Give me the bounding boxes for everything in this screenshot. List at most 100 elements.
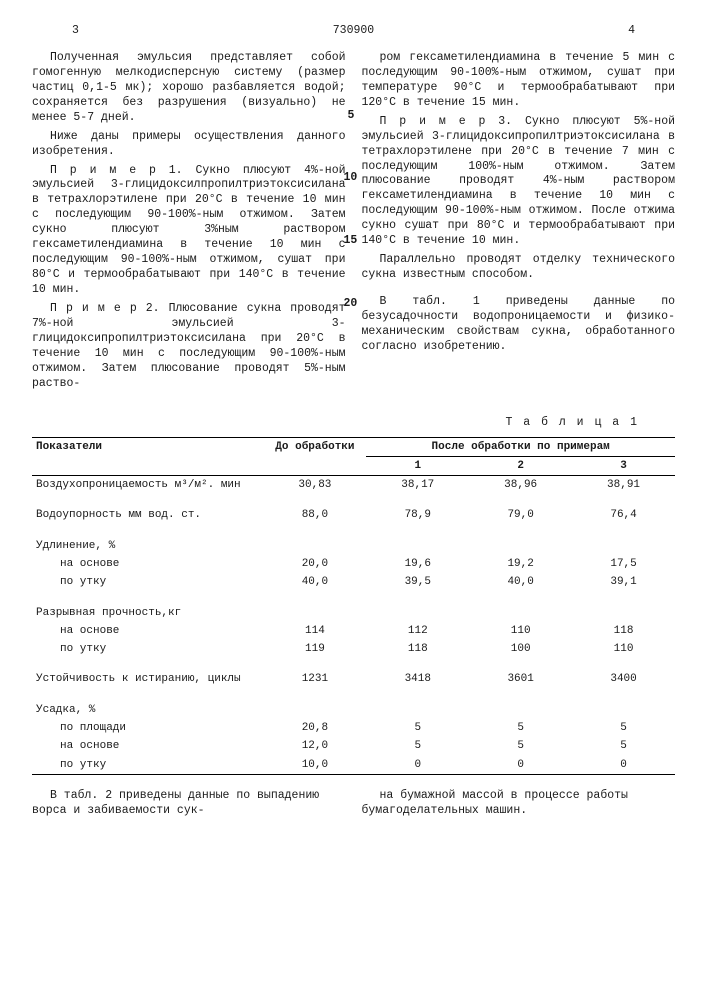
text-columns: Полученная эмульсия представляет собой г… xyxy=(32,51,675,396)
table-row: на основе20,019,619,217,5 xyxy=(32,555,675,573)
cell: 40,0 xyxy=(263,573,366,591)
cell: 5 xyxy=(572,719,675,737)
table-row: по утку10,0000 xyxy=(32,756,675,775)
right-column: 5 10 15 20 ром гексаметилендиамина в теч… xyxy=(362,51,676,396)
line-marker: 20 xyxy=(344,297,358,312)
cell: 3418 xyxy=(366,670,469,688)
cell: 12,0 xyxy=(263,737,366,755)
para: В табл. 2 приведены данные по выпадению … xyxy=(32,789,346,819)
table-row: Водоупорность мм вод. ст.88,078,979,076,… xyxy=(32,506,675,524)
cell: 19,2 xyxy=(469,555,572,573)
page-left-num: 3 xyxy=(72,24,79,39)
cell: 38,91 xyxy=(572,476,675,494)
cell: 5 xyxy=(366,719,469,737)
table-row: по площади20,8555 xyxy=(32,719,675,737)
table-row: Усадка, % xyxy=(32,701,675,719)
table-row: по утку40,039,540,039,1 xyxy=(32,573,675,591)
cell: 3400 xyxy=(572,670,675,688)
para: В табл. 1 приведены данные по безусадочн… xyxy=(362,295,676,355)
cell: 88,0 xyxy=(263,506,366,524)
cell: 17,5 xyxy=(572,555,675,573)
cell: 3601 xyxy=(469,670,572,688)
cell: 39,1 xyxy=(572,573,675,591)
para: Полученная эмульсия представляет собой г… xyxy=(32,51,346,126)
col-header: Показатели xyxy=(36,441,102,453)
cell xyxy=(469,537,572,555)
row-label: по площади xyxy=(32,719,263,737)
page-header: 3 730900 4 xyxy=(32,24,675,39)
row-label: по утку xyxy=(32,756,263,775)
cell xyxy=(366,537,469,555)
row-label: Водоупорность мм вод. ст. xyxy=(32,506,263,524)
cell: 30,83 xyxy=(263,476,366,494)
cell: 110 xyxy=(572,640,675,658)
sub-header: 3 xyxy=(620,460,627,472)
cell: 119 xyxy=(263,640,366,658)
cell: 118 xyxy=(572,622,675,640)
para: Параллельно проводят отделку техническог… xyxy=(362,253,676,283)
row-label: на основе xyxy=(32,622,263,640)
cell xyxy=(572,537,675,555)
cell: 100 xyxy=(469,640,572,658)
table-caption: Т а б л и ц а 1 xyxy=(32,416,639,431)
para: ром гексаметилендиамина в течение 5 мин … xyxy=(362,51,676,111)
cell: 19,6 xyxy=(366,555,469,573)
cell: 78,9 xyxy=(366,506,469,524)
table-row: на основе114112110118 xyxy=(32,622,675,640)
sub-header: 1 xyxy=(414,460,421,472)
data-table: Показатели До обработки После обработки … xyxy=(32,437,675,775)
cell: 112 xyxy=(366,622,469,640)
cell: 39,5 xyxy=(366,573,469,591)
row-label: Усадка, % xyxy=(32,701,263,719)
cell xyxy=(572,701,675,719)
left-column: Полученная эмульсия представляет собой г… xyxy=(32,51,346,396)
cell: 76,4 xyxy=(572,506,675,524)
table-row: по утку119118100110 xyxy=(32,640,675,658)
cell xyxy=(366,604,469,622)
cell: 0 xyxy=(366,756,469,775)
row-label: Воздухопроницаемость м³/м². мин xyxy=(32,476,263,494)
cell: 110 xyxy=(469,622,572,640)
cell: 5 xyxy=(366,737,469,755)
cell: 20,8 xyxy=(263,719,366,737)
bottom-text: В табл. 2 приведены данные по выпадению … xyxy=(32,789,675,819)
para: П р и м е р 2. Плюсование сукна проводят… xyxy=(32,302,346,392)
cell xyxy=(263,604,366,622)
sub-header: 2 xyxy=(517,460,524,472)
cell xyxy=(263,701,366,719)
cell xyxy=(469,604,572,622)
para: П р и м е р 3. Сукно плюсуют 5%-ной эмул… xyxy=(362,115,676,249)
row-label: Удлинение, % xyxy=(32,537,263,555)
page-doc-num: 730900 xyxy=(333,24,374,39)
cell xyxy=(366,701,469,719)
cell: 1231 xyxy=(263,670,366,688)
cell xyxy=(572,604,675,622)
cell: 0 xyxy=(572,756,675,775)
cell xyxy=(263,537,366,555)
cell xyxy=(469,701,572,719)
cell: 10,0 xyxy=(263,756,366,775)
cell: 40,0 xyxy=(469,573,572,591)
cell: 5 xyxy=(572,737,675,755)
row-label: по утку xyxy=(32,573,263,591)
para: П р и м е р 1. Сукно плюсуют 4%-ной эмул… xyxy=(32,164,346,298)
line-marker: 5 xyxy=(348,109,355,124)
para: Ниже даны примеры осуществления данного … xyxy=(32,130,346,160)
cell: 5 xyxy=(469,737,572,755)
col-header: После обработки по примерам xyxy=(432,441,610,453)
row-label: Разрывная прочность,кг xyxy=(32,604,263,622)
row-label: Устойчивость к истиранию, циклы xyxy=(32,670,263,688)
line-marker: 15 xyxy=(344,234,358,249)
row-label: по утку xyxy=(32,640,263,658)
cell: 5 xyxy=(469,719,572,737)
cell: 20,0 xyxy=(263,555,366,573)
line-marker: 10 xyxy=(344,171,358,186)
table-row: Удлинение, % xyxy=(32,537,675,555)
cell: 118 xyxy=(366,640,469,658)
table-row: Воздухопроницаемость м³/м². мин30,8338,1… xyxy=(32,476,675,494)
table-row: Разрывная прочность,кг xyxy=(32,604,675,622)
cell: 0 xyxy=(469,756,572,775)
col-header: До обработки xyxy=(275,441,354,453)
table-row: на основе12,0555 xyxy=(32,737,675,755)
cell: 79,0 xyxy=(469,506,572,524)
